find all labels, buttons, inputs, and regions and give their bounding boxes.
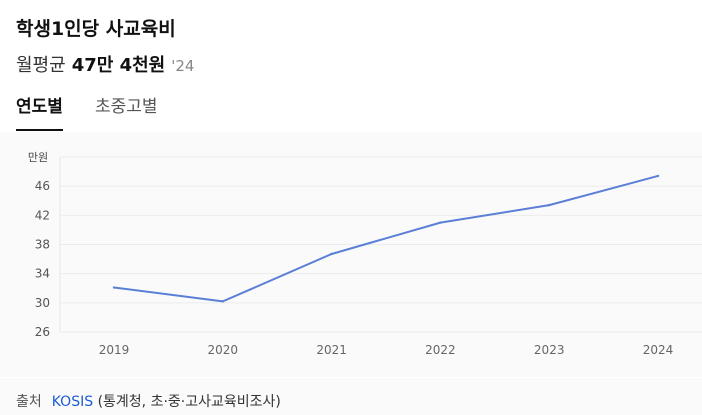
data-point [330,252,333,256]
y-tick-label: 26 [35,325,50,339]
data-point [548,203,551,207]
x-tick-label: 2023 [534,343,565,357]
summary-year: '24 [171,57,195,75]
tab-by-school-level[interactable]: 초중고별 [95,97,158,117]
x-tick-label: 2024 [643,343,674,357]
tab-bar: 연도별 초중고별 [0,88,702,132]
data-point [221,300,224,303]
data-point [439,221,442,224]
source-detail: (통계청, 초·중·고사교육비조사) [97,394,281,410]
x-tick-label: 2019 [99,343,130,357]
line-chart: 만원 26 30 34 38 42 46 2019 2020 2021 2022 2023 2024 [28,151,702,357]
y-tick-label: 42 [35,208,50,222]
data-point [656,174,660,178]
y-tick-label: 34 [35,267,50,281]
source-label: 출처 [16,394,42,410]
x-tick-label: 2022 [425,343,456,357]
data-point [112,286,116,289]
summary-line: 월평균 47만 4천원 '24 [16,51,194,77]
y-unit-label: 만원 [28,151,48,164]
summary-label: 월평균 [16,55,66,76]
x-tick-label: 2021 [316,343,347,357]
y-tick-label: 46 [35,179,50,193]
y-tick-label: 38 [35,238,50,252]
summary-value: 47만 4천원 [71,55,166,76]
page-title: 학생1인당 사교육비 [16,18,176,40]
y-tick-label: 30 [35,296,50,310]
source-footer: 출처 KOSIS (통계청, 초·중·고사교육비조사) [0,378,702,415]
tab-by-year[interactable]: 연도별 [16,92,63,131]
chart-panel: 만원 26 30 34 38 42 46 2019 2020 2021 2022 2023 2024 [0,132,702,377]
series-line [113,174,659,303]
source-link-kosis[interactable]: KOSIS [51,394,94,410]
x-tick-label: 2020 [208,343,239,357]
